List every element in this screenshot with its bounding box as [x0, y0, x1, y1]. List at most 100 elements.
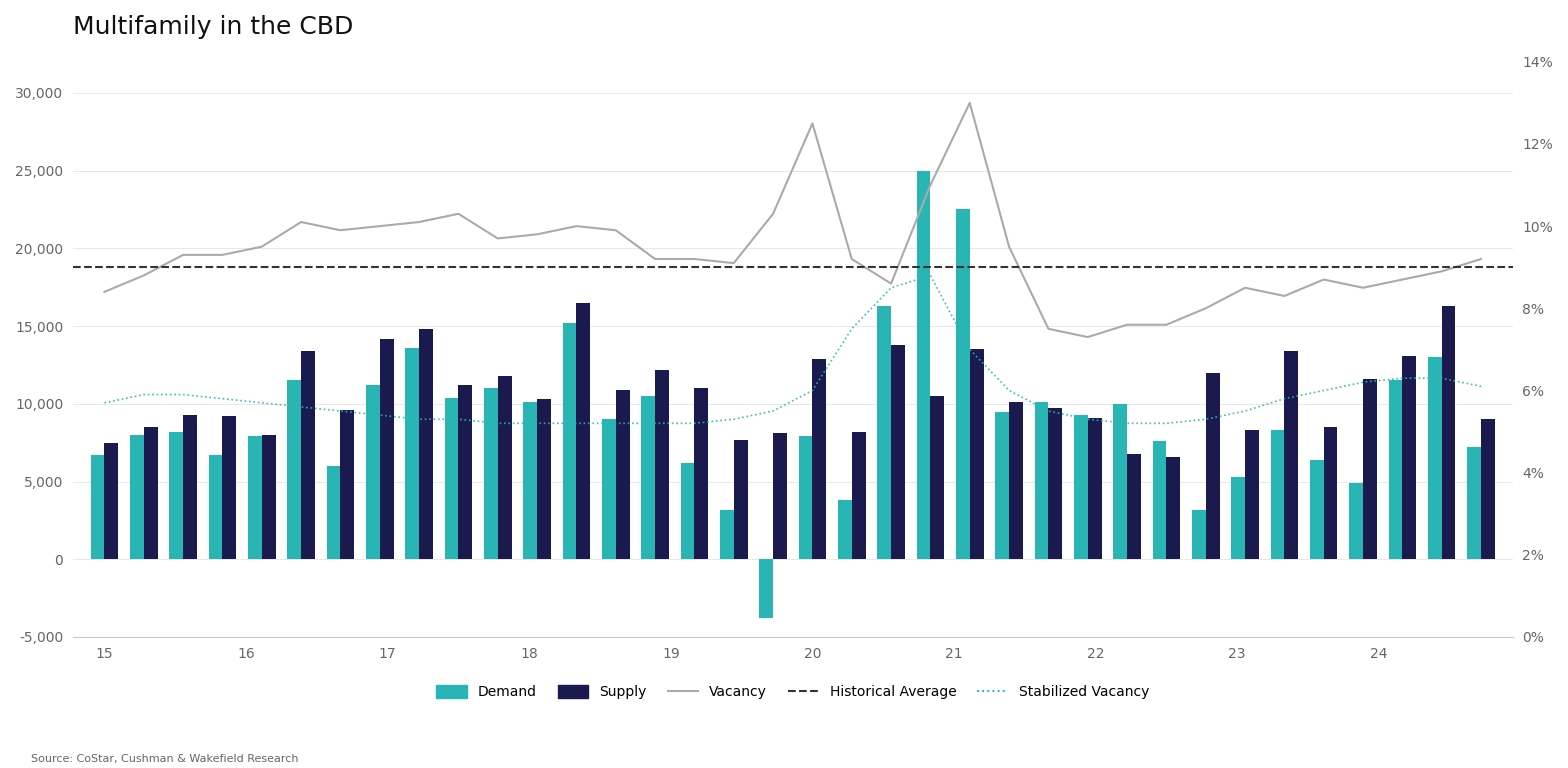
Stabilized Vacancy	[1040, 406, 1058, 415]
Bar	[1468, 447, 1482, 559]
Vacancy	[1314, 275, 1333, 284]
Vacancy	[488, 233, 506, 243]
Stabilized Vacancy	[1236, 406, 1254, 415]
Bar	[262, 435, 276, 559]
Vacancy	[1118, 320, 1137, 329]
Bar	[851, 432, 866, 559]
Bar	[681, 463, 695, 559]
Vacancy	[607, 226, 626, 235]
Vacancy	[764, 209, 782, 218]
Stabilized Vacancy	[331, 406, 350, 415]
Stabilized Vacancy	[1353, 378, 1372, 387]
Bar	[1309, 460, 1323, 559]
Bar	[1127, 454, 1142, 559]
Bar	[1152, 441, 1167, 559]
Bar	[1049, 409, 1062, 559]
Vacancy	[842, 254, 861, 263]
Bar	[485, 389, 497, 559]
Legend: Demand, Supply, Vacancy, Historical Average, Stabilized Vacancy: Demand, Supply, Vacancy, Historical Aver…	[431, 680, 1154, 705]
Bar	[602, 419, 616, 559]
Stabilized Vacancy	[1000, 386, 1019, 395]
Bar	[616, 390, 629, 559]
Bar	[340, 410, 354, 559]
Bar	[524, 402, 538, 559]
Bar	[1363, 379, 1377, 559]
Stabilized Vacancy	[646, 419, 665, 428]
Stabilized Vacancy	[488, 419, 506, 428]
Bar	[773, 433, 787, 559]
Bar	[130, 435, 144, 559]
Stabilized Vacancy	[960, 345, 978, 354]
Vacancy	[448, 209, 467, 218]
Bar	[406, 348, 419, 559]
Bar	[969, 349, 983, 559]
Vacancy	[1275, 291, 1294, 300]
Bar	[720, 509, 734, 559]
Bar	[695, 389, 709, 559]
Bar	[1482, 419, 1494, 559]
Bar	[1441, 306, 1455, 559]
Stabilized Vacancy	[528, 419, 547, 428]
Vacancy	[135, 271, 154, 280]
Bar	[1270, 430, 1284, 559]
Bar	[458, 385, 472, 559]
Bar	[1402, 356, 1416, 559]
Bar	[891, 345, 905, 559]
Bar	[759, 559, 773, 618]
Bar	[1010, 402, 1022, 559]
Bar	[798, 436, 812, 559]
Vacancy	[803, 119, 822, 128]
Bar	[563, 323, 577, 559]
Bar	[956, 210, 969, 559]
Vacancy	[685, 254, 704, 263]
Bar	[419, 329, 433, 559]
Bar	[655, 369, 670, 559]
Bar	[1035, 402, 1049, 559]
Vacancy	[252, 242, 271, 251]
Stabilized Vacancy	[842, 324, 861, 333]
Vacancy	[920, 180, 939, 190]
Bar	[183, 415, 198, 559]
Stabilized Vacancy	[252, 398, 271, 407]
Stabilized Vacancy	[1392, 373, 1411, 382]
Vacancy	[213, 250, 232, 260]
Bar	[1245, 430, 1259, 559]
Bar	[930, 396, 944, 559]
Bar	[326, 466, 340, 559]
Bar	[641, 396, 655, 559]
Bar	[1350, 483, 1363, 559]
Stabilized Vacancy	[1079, 415, 1098, 424]
Stabilized Vacancy	[920, 271, 939, 280]
Bar	[301, 351, 315, 559]
Vacancy	[96, 287, 114, 296]
Bar	[878, 306, 891, 559]
Vacancy	[1353, 283, 1372, 293]
Stabilized Vacancy	[685, 419, 704, 428]
Bar	[1167, 457, 1181, 559]
Bar	[1113, 404, 1127, 559]
Bar	[105, 442, 118, 559]
Vacancy	[292, 217, 310, 227]
Line: Vacancy: Vacancy	[105, 103, 1482, 337]
Vacancy	[174, 250, 193, 260]
Stabilized Vacancy	[1157, 419, 1176, 428]
Bar	[1428, 357, 1441, 559]
Line: Stabilized Vacancy: Stabilized Vacancy	[105, 276, 1482, 423]
Vacancy	[1040, 324, 1058, 333]
Bar	[577, 303, 590, 559]
Bar	[445, 398, 458, 559]
Bar	[1231, 477, 1245, 559]
Text: Multifamily in the CBD: Multifamily in the CBD	[74, 15, 353, 39]
Historical Average	[135, 263, 154, 272]
Bar	[917, 170, 930, 559]
Text: Source: CoStar, Cushman & Wakefield Research: Source: CoStar, Cushman & Wakefield Rese…	[31, 754, 299, 764]
Stabilized Vacancy	[1118, 419, 1137, 428]
Bar	[287, 380, 301, 559]
Vacancy	[568, 221, 586, 230]
Bar	[209, 455, 223, 559]
Vacancy	[1157, 320, 1176, 329]
Vacancy	[646, 254, 665, 263]
Stabilized Vacancy	[724, 415, 743, 424]
Bar	[365, 385, 379, 559]
Bar	[996, 412, 1010, 559]
